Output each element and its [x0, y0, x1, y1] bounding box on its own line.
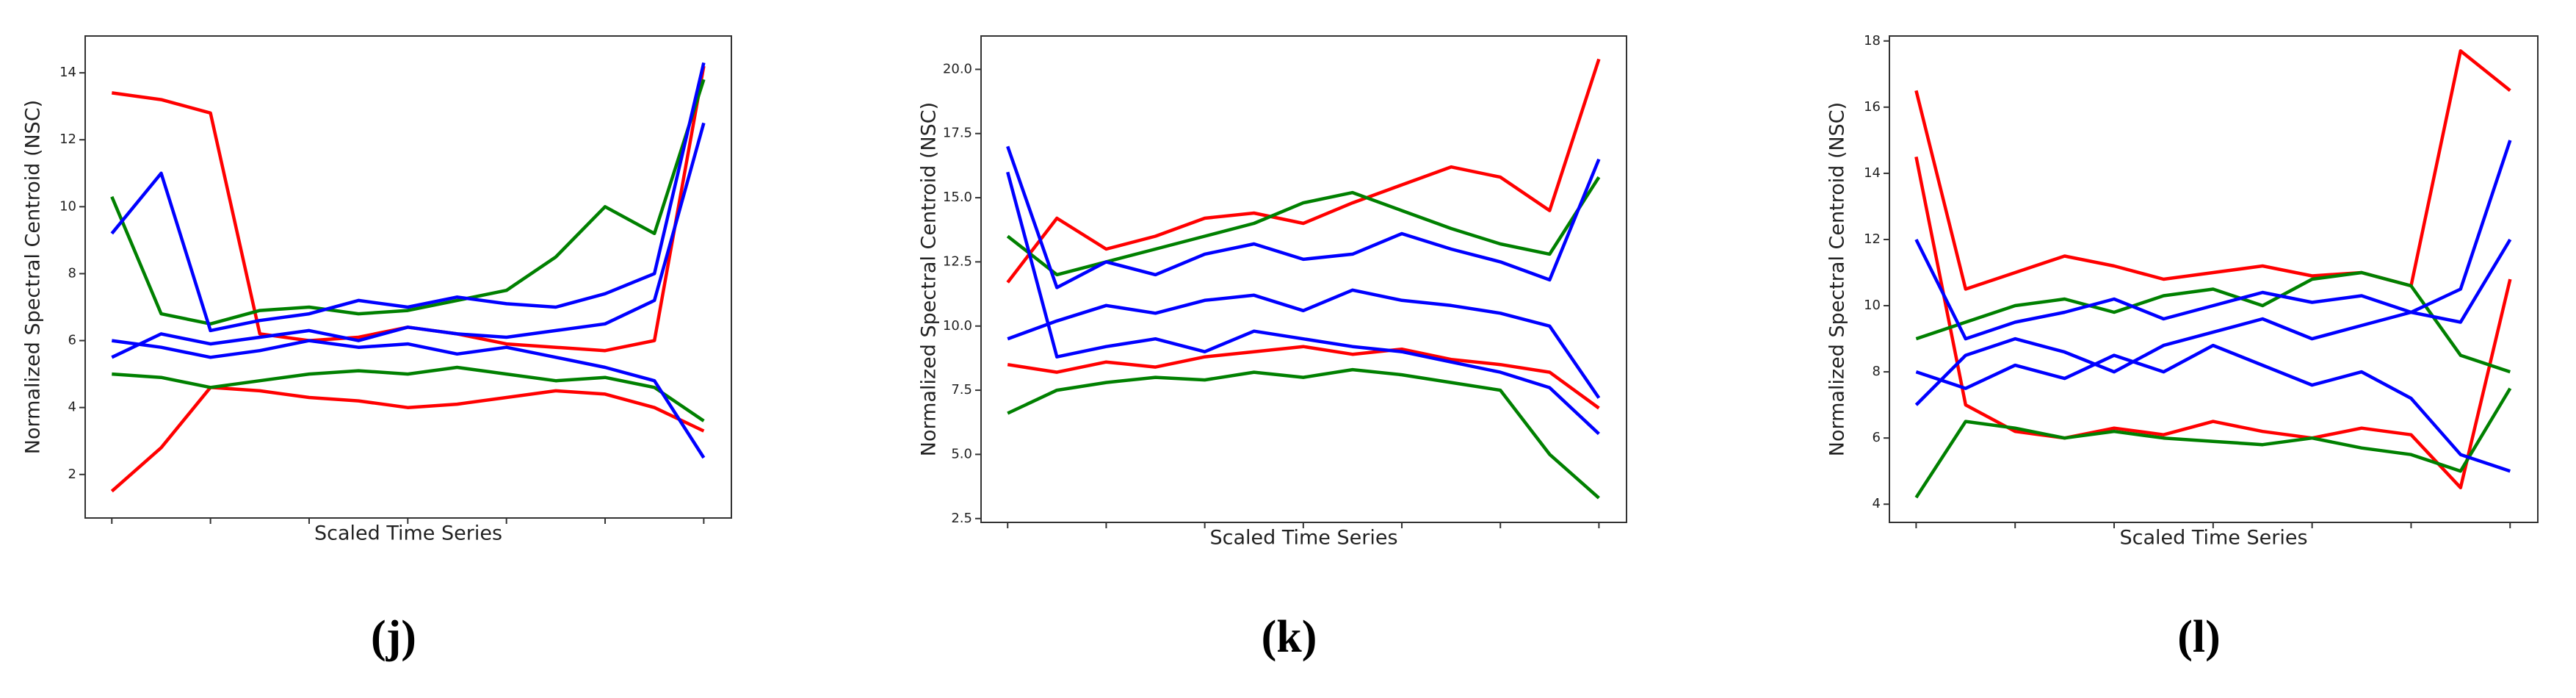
y-tick-label: 4 [68, 400, 76, 415]
y-tick-label: 4 [1873, 496, 1881, 511]
y-tick-label: 12 [59, 132, 76, 147]
data-line [1915, 270, 2511, 374]
data-line [1006, 145, 1601, 289]
y-tick-label: 8 [68, 265, 76, 281]
y-tick-label: 15.0 [943, 190, 972, 205]
y-axis-label: Normalized Spectral Centroid (NSC) [22, 100, 45, 454]
y-tick-label: 6 [68, 333, 76, 348]
x-axis-label: Scaled Time Series [314, 522, 502, 545]
y-tick-label: 16 [1864, 99, 1881, 115]
y-tick-label: 17.5 [943, 126, 972, 141]
data-line [1006, 171, 1600, 436]
y-tick-label: 8 [1873, 364, 1881, 379]
plot-frame [980, 35, 1627, 523]
data-line [111, 339, 706, 459]
data-line [1006, 58, 1601, 284]
y-tick-label: 2.5 [951, 511, 972, 526]
x-axis-label: Scaled Time Series [1209, 527, 1397, 550]
y-tick-label: 14 [1864, 165, 1881, 181]
y-tick-label: 10 [1864, 298, 1881, 313]
y-tick-label: 14 [59, 65, 76, 80]
y-axis-label: Normalized Spectral Centroid (NSC) [1826, 102, 1849, 456]
data-line [1007, 288, 1601, 399]
y-tick-label: 2 [68, 467, 76, 482]
y-tick-label: 10.0 [943, 318, 972, 334]
y-tick-label: 7.5 [951, 382, 972, 397]
panel-caption: (l) [2177, 612, 2221, 662]
y-axis-label: Normalized Spectral Centroid (NSC) [918, 102, 941, 456]
panel-caption: (k) [1262, 612, 1317, 662]
y-tick-label: 18 [1864, 33, 1881, 48]
y-tick-label: 10 [59, 198, 76, 214]
y-tick-label: 20.0 [943, 61, 972, 76]
data-line [110, 386, 705, 493]
y-tick-label: 12.5 [943, 253, 972, 269]
x-axis-label: Scaled Time Series [2119, 527, 2307, 550]
data-line [1914, 387, 2512, 499]
data-line [1914, 156, 2512, 489]
data-line [1007, 367, 1600, 500]
data-line [110, 79, 706, 326]
plot-frame [1889, 35, 2539, 523]
data-line [112, 365, 705, 422]
data-line [110, 62, 706, 333]
y-tick-label: 6 [1873, 430, 1881, 445]
panel-caption: (j) [371, 612, 416, 662]
data-line [1915, 343, 2511, 473]
data-line [1914, 49, 2511, 291]
data-line [111, 122, 706, 359]
y-tick-label: 12 [1864, 231, 1881, 247]
y-tick-label: 5.0 [951, 446, 972, 461]
data-line [1914, 238, 2512, 406]
data-line [1007, 345, 1600, 410]
plot-frame [84, 35, 732, 519]
